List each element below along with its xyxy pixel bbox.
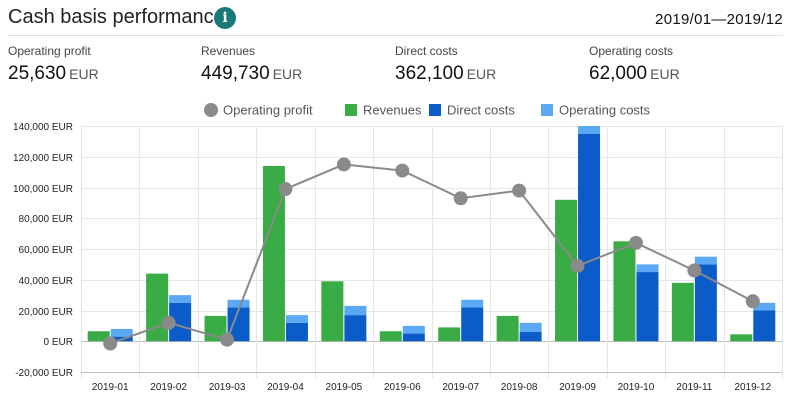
- direct-costs-bar: [227, 307, 250, 342]
- kpi-unit: EUR: [650, 66, 680, 82]
- revenues-bar: [379, 331, 402, 342]
- kpi-revenues: Revenues 449,730 EUR: [201, 44, 302, 85]
- operating-profit-point: [745, 294, 760, 309]
- x-tick-label: 2019-03: [209, 382, 246, 393]
- operating-costs-bar: [227, 299, 250, 308]
- direct-costs-bar: [285, 322, 308, 342]
- operating-costs-bar: [461, 299, 484, 308]
- operating-profit-point: [687, 263, 702, 278]
- x-tick-label: 2019-01: [92, 382, 129, 393]
- y-tick-label: 20,000 EUR: [19, 307, 73, 318]
- x-tick-label: 2019-05: [326, 382, 363, 393]
- kpi-label: Direct costs: [395, 44, 458, 58]
- x-tick-label: 2019-02: [150, 382, 187, 393]
- header-divider: [8, 35, 783, 36]
- kpi-value: 25,630: [8, 63, 67, 84]
- kpi-label: Operating costs: [589, 44, 674, 58]
- operating-costs-bar: [169, 295, 192, 303]
- kpi-unit: EUR: [466, 66, 497, 82]
- direct-costs-bar: [753, 310, 776, 342]
- y-tick-label: 0 EUR: [44, 337, 73, 348]
- kpi-label: Revenues: [201, 44, 256, 58]
- y-tick-label: 140,000 EUR: [13, 122, 73, 133]
- operating-costs-bar: [110, 328, 133, 337]
- operating-costs-bar: [285, 315, 308, 323]
- y-tick-label: -20,000 EUR: [15, 368, 73, 379]
- operating-costs-bar: [578, 126, 601, 134]
- x-tick-label: 2019-12: [734, 382, 771, 393]
- legend-marker: [345, 104, 357, 116]
- operating-profit-point: [628, 235, 643, 250]
- x-tick-label: 2019-09: [559, 382, 596, 393]
- direct-costs-bar: [344, 315, 367, 342]
- revenues-bar: [438, 327, 461, 342]
- x-tick-label: 2019-06: [384, 382, 421, 393]
- info-icon[interactable]: i: [214, 7, 236, 29]
- y-tick-label: 40,000 EUR: [19, 276, 73, 287]
- kpi-label: Operating profit: [8, 44, 91, 58]
- legend-label: Revenues: [363, 103, 422, 118]
- operating-costs-bar: [344, 305, 367, 316]
- legend-marker: [541, 104, 553, 116]
- revenues-bar: [496, 315, 519, 342]
- operating-costs-bar: [402, 325, 425, 334]
- x-tick-label: 2019-10: [618, 382, 655, 393]
- direct-costs-bar: [694, 264, 717, 342]
- revenues-bar: [555, 199, 578, 342]
- operating-profit-point: [570, 258, 585, 273]
- direct-costs-bar: [169, 302, 192, 342]
- direct-costs-bar: [402, 333, 425, 342]
- kpi-value: 362,100: [395, 63, 464, 84]
- revenues-bar: [730, 334, 753, 342]
- operating-profit-point: [220, 332, 235, 347]
- operating-profit-point: [453, 191, 468, 206]
- operating-profit-point: [336, 157, 351, 172]
- y-tick-label: 120,000 EUR: [13, 153, 73, 164]
- y-tick-label: 80,000 EUR: [19, 214, 73, 225]
- date-range[interactable]: 2019/01—2019/12: [655, 11, 783, 28]
- direct-costs-bar: [578, 133, 601, 342]
- kpi-row: Operating profit 25,630 EUR Revenues 449,…: [8, 44, 783, 90]
- revenues-bar: [87, 331, 110, 342]
- chart-header: Cash basis performance i 2019/01—2019/12: [8, 6, 783, 34]
- x-tick-label: 2019-11: [676, 382, 712, 393]
- operating-costs-bar: [694, 256, 717, 265]
- direct-costs-bar: [519, 332, 542, 342]
- legend-label: Direct costs: [447, 103, 515, 118]
- kpi-operating-costs: Operating costs 62,000 EUR: [589, 44, 680, 85]
- revenues-bar: [262, 165, 285, 342]
- kpi-unit: EUR: [272, 66, 303, 82]
- x-tick-label: 2019-07: [442, 382, 479, 393]
- legend-marker: [429, 104, 441, 116]
- revenues-bar: [671, 282, 694, 342]
- y-tick-label: 60,000 EUR: [19, 245, 73, 256]
- operating-costs-bar: [636, 264, 659, 273]
- y-tick-label: 100,000 EUR: [13, 184, 73, 195]
- operating-profit-point: [512, 183, 527, 198]
- operating-costs-bar: [753, 302, 776, 311]
- direct-costs-bar: [461, 307, 484, 342]
- operating-profit-point: [278, 182, 293, 197]
- legend-label: Operating costs: [559, 103, 651, 118]
- operating-profit-point: [103, 336, 118, 351]
- legend-label: Operating profit: [223, 103, 313, 118]
- kpi-operating-profit: Operating profit 25,630 EUR: [8, 44, 99, 85]
- legend-marker: [204, 103, 218, 117]
- revenues-bar: [146, 273, 169, 342]
- revenues-bar: [613, 241, 636, 342]
- x-tick-label: 2019-08: [501, 382, 538, 393]
- operating-profit-line: [109, 163, 754, 345]
- kpi-direct-costs: Direct costs 362,100 EUR: [395, 44, 496, 85]
- kpi-unit: EUR: [69, 66, 99, 82]
- operating-profit-point: [161, 315, 176, 330]
- x-tick-label: 2019-04: [267, 382, 304, 393]
- page-title: Cash basis performance: [8, 6, 225, 28]
- kpi-value: 449,730: [201, 63, 270, 84]
- revenues-bar: [321, 281, 344, 342]
- operating-profit-point: [395, 163, 410, 178]
- operating-costs-bar: [519, 322, 542, 333]
- direct-costs-bar: [636, 272, 659, 342]
- kpi-value: 62,000: [589, 63, 648, 84]
